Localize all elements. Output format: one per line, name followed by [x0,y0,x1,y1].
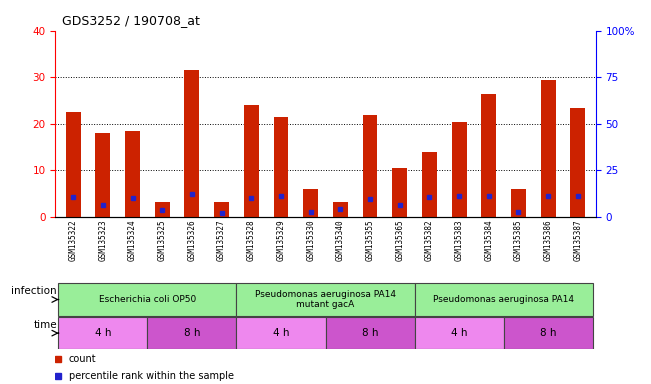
Bar [504,318,592,349]
Text: GSM135386: GSM135386 [544,219,553,260]
Bar [214,202,229,217]
Text: GSM135329: GSM135329 [277,219,286,260]
Bar [59,318,147,349]
Bar [393,168,407,217]
Text: GSM135355: GSM135355 [365,219,374,260]
Text: GSM135322: GSM135322 [68,219,77,260]
Bar [273,117,288,217]
Bar [415,318,504,349]
Bar [481,94,496,217]
Text: GSM135327: GSM135327 [217,219,226,260]
Bar [244,105,258,217]
Bar [541,79,555,217]
Bar [125,131,140,217]
Text: GSM135328: GSM135328 [247,219,256,260]
Text: 4 h: 4 h [273,328,289,338]
Bar [59,283,236,316]
Text: Escherichia coli OP50: Escherichia coli OP50 [99,295,196,304]
Text: count: count [69,354,96,364]
Text: GSM135326: GSM135326 [187,219,197,260]
Text: Pseudomonas aeruginosa PA14: Pseudomonas aeruginosa PA14 [433,295,574,304]
Bar [303,189,318,217]
Text: percentile rank within the sample: percentile rank within the sample [69,371,234,381]
Bar [415,283,592,316]
Bar [326,318,415,349]
Text: GSM135324: GSM135324 [128,219,137,260]
Bar [570,108,585,217]
Text: GSM135340: GSM135340 [336,219,345,260]
Text: infection: infection [11,286,57,296]
Bar [184,70,199,217]
Bar [236,283,415,316]
Text: 4 h: 4 h [451,328,467,338]
Text: 4 h: 4 h [94,328,111,338]
Text: GSM135325: GSM135325 [158,219,167,260]
Text: GSM135384: GSM135384 [484,219,493,260]
Text: 8 h: 8 h [184,328,200,338]
Text: GSM135387: GSM135387 [574,219,583,260]
Bar [66,112,81,217]
Text: GSM135383: GSM135383 [454,219,464,260]
Text: 8 h: 8 h [540,328,557,338]
Text: GSM135382: GSM135382 [425,219,434,260]
Bar [363,114,378,217]
Text: GSM135385: GSM135385 [514,219,523,260]
Text: GDS3252 / 190708_at: GDS3252 / 190708_at [62,14,200,27]
Text: GSM135323: GSM135323 [98,219,107,260]
Bar [236,318,326,349]
Text: GSM135330: GSM135330 [306,219,315,260]
Bar [452,121,467,217]
Bar [422,152,437,217]
Text: Pseudomonas aeruginosa PA14
mutant gacA: Pseudomonas aeruginosa PA14 mutant gacA [255,290,396,309]
Bar [147,318,236,349]
Bar [155,202,170,217]
Text: time: time [33,320,57,330]
Text: GSM135365: GSM135365 [395,219,404,260]
Bar [96,133,110,217]
Text: 8 h: 8 h [362,328,378,338]
Bar [511,189,526,217]
Bar [333,202,348,217]
